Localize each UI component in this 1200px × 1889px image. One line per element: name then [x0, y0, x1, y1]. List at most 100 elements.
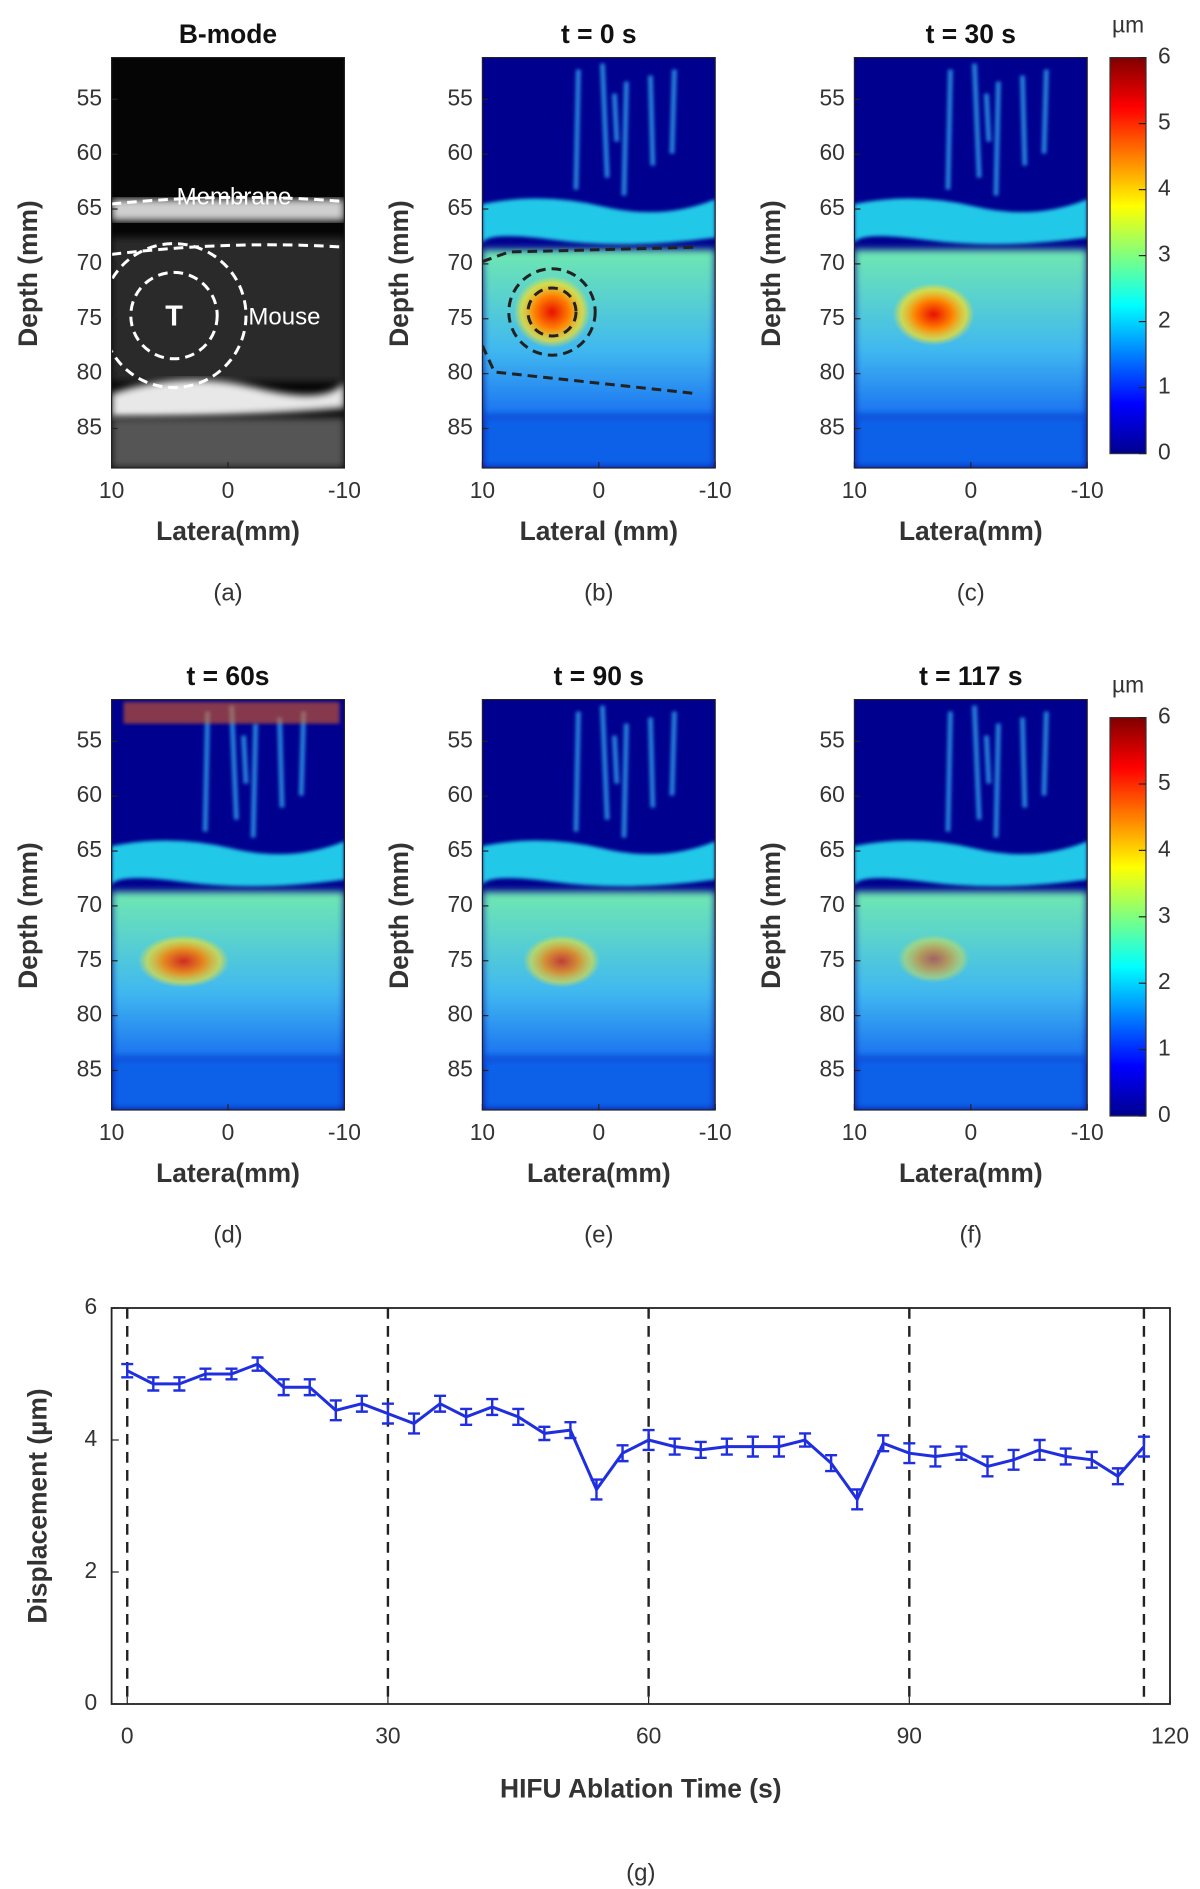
panel-title: t = 90 s — [554, 661, 644, 691]
x-tick-label: 0 — [592, 1119, 605, 1145]
panel-title: t = 60s — [187, 661, 270, 691]
x-tick-label: 60 — [636, 1723, 661, 1749]
x-axis-label: Lateral (mm) — [520, 516, 678, 546]
y-tick-label: 80 — [447, 1001, 472, 1027]
error-bar — [512, 1407, 525, 1427]
y-axis-label: Depth (mm) — [13, 842, 43, 989]
error-bar — [1085, 1450, 1098, 1469]
y-tick-label: 0 — [85, 1689, 98, 1715]
x-tick-label: 0 — [592, 477, 605, 503]
heatmap — [854, 700, 1087, 1110]
y-tick-label: 55 — [447, 726, 472, 752]
x-tick-label: 10 — [470, 1119, 495, 1145]
y-tick-label: 80 — [819, 359, 844, 385]
y-tick-label: 70 — [447, 891, 472, 917]
y-tick-label: 60 — [77, 139, 102, 165]
colorbar-tick-label: 1 — [1158, 373, 1171, 399]
y-tick-label: 60 — [77, 781, 102, 807]
error-bar — [772, 1435, 785, 1458]
y-tick-label: 55 — [819, 84, 844, 110]
panel-caption: (a) — [213, 579, 242, 606]
plot-frame — [110, 1307, 1171, 1705]
error-bar — [1007, 1448, 1020, 1471]
colorbar-tick-label: 6 — [1158, 703, 1171, 729]
error-bar — [199, 1367, 212, 1381]
y-tick-label: 75 — [819, 946, 844, 972]
x-tick-label: 0 — [964, 477, 977, 503]
y-tick-label: 65 — [819, 836, 844, 862]
error-bar — [173, 1376, 186, 1392]
y-tick-label: 70 — [819, 891, 844, 917]
colorbar-tick-label: 1 — [1158, 1035, 1171, 1061]
y-tick-label: 2 — [85, 1557, 98, 1583]
x-axis-label: HIFU Ablation Time (s) — [500, 1773, 782, 1803]
error-bar — [877, 1434, 890, 1453]
colorbar-tick-label: 4 — [1158, 175, 1171, 201]
error-bar — [460, 1407, 473, 1427]
y-tick-label: 80 — [819, 1001, 844, 1027]
x-tick-label: 0 — [121, 1723, 134, 1749]
error-bar — [355, 1394, 368, 1413]
panel-caption: (d) — [213, 1221, 242, 1248]
colorbar-tick-label: 5 — [1158, 109, 1171, 135]
y-tick-label: 65 — [447, 194, 472, 220]
colorbar-label: µm — [1112, 671, 1144, 697]
heatmap — [482, 700, 715, 1110]
y-tick-label: 80 — [77, 359, 102, 385]
y-tick-label: 70 — [77, 249, 102, 275]
y-axis-label: Depth (mm) — [384, 200, 414, 347]
annotation: Membrane — [177, 183, 292, 210]
y-tick-label: 80 — [447, 359, 472, 385]
colorbar-tick-label: 0 — [1158, 1101, 1171, 1127]
y-axis-label: Depth (mm) — [13, 200, 43, 347]
x-axis-label: Latera(mm) — [899, 516, 1043, 546]
x-tick-label: -10 — [328, 1119, 361, 1145]
y-tick-label: 55 — [447, 84, 472, 110]
y-tick-label: 65 — [819, 194, 844, 220]
y-tick-label: 70 — [77, 891, 102, 917]
heatmap — [854, 58, 1087, 468]
colorbar-tick-label: 5 — [1158, 769, 1171, 795]
colorbar-tick-label: 4 — [1158, 835, 1171, 861]
panel-caption: (e) — [584, 1221, 613, 1248]
error-bar — [564, 1420, 577, 1440]
error-bar — [1137, 1435, 1150, 1458]
error-bar — [329, 1399, 342, 1422]
colorbar-tick-label: 6 — [1158, 43, 1171, 69]
error-bar — [251, 1356, 264, 1372]
panel-title: t = 0 s — [561, 19, 637, 49]
heatmap — [482, 58, 715, 468]
error-bar — [434, 1394, 447, 1413]
y-tick-label: 85 — [77, 1056, 102, 1082]
panel-title: B-mode — [179, 19, 277, 49]
error-bar — [903, 1442, 916, 1465]
error-bar — [668, 1437, 681, 1456]
x-tick-label: 10 — [470, 477, 495, 503]
error-bar — [277, 1378, 290, 1397]
x-axis-label: Latera(mm) — [899, 1158, 1043, 1188]
x-tick-label: 0 — [964, 1119, 977, 1145]
y-tick-label: 85 — [447, 1056, 472, 1082]
error-bar — [590, 1478, 603, 1501]
y-tick-label: 65 — [77, 836, 102, 862]
error-bar — [1111, 1467, 1124, 1486]
error-bar — [538, 1425, 551, 1442]
y-axis-label: Depth (mm) — [756, 842, 786, 989]
y-tick-label: 85 — [819, 414, 844, 440]
colorbar-label: µm — [1112, 11, 1144, 37]
y-tick-label: 75 — [77, 946, 102, 972]
x-axis-label: Latera(mm) — [156, 516, 300, 546]
error-bar — [486, 1397, 499, 1417]
x-tick-label: 30 — [375, 1723, 400, 1749]
line — [126, 1362, 1146, 1503]
colorbar-tick-label: 3 — [1158, 241, 1171, 267]
error-bar — [381, 1402, 394, 1425]
y-axis-label: Depth (mm) — [384, 842, 414, 989]
y-tick-label: 70 — [819, 249, 844, 275]
error-bar — [616, 1444, 629, 1463]
panel-caption: (b) — [584, 579, 613, 606]
error-bar — [408, 1412, 421, 1435]
y-tick-label: 6 — [85, 1293, 98, 1319]
